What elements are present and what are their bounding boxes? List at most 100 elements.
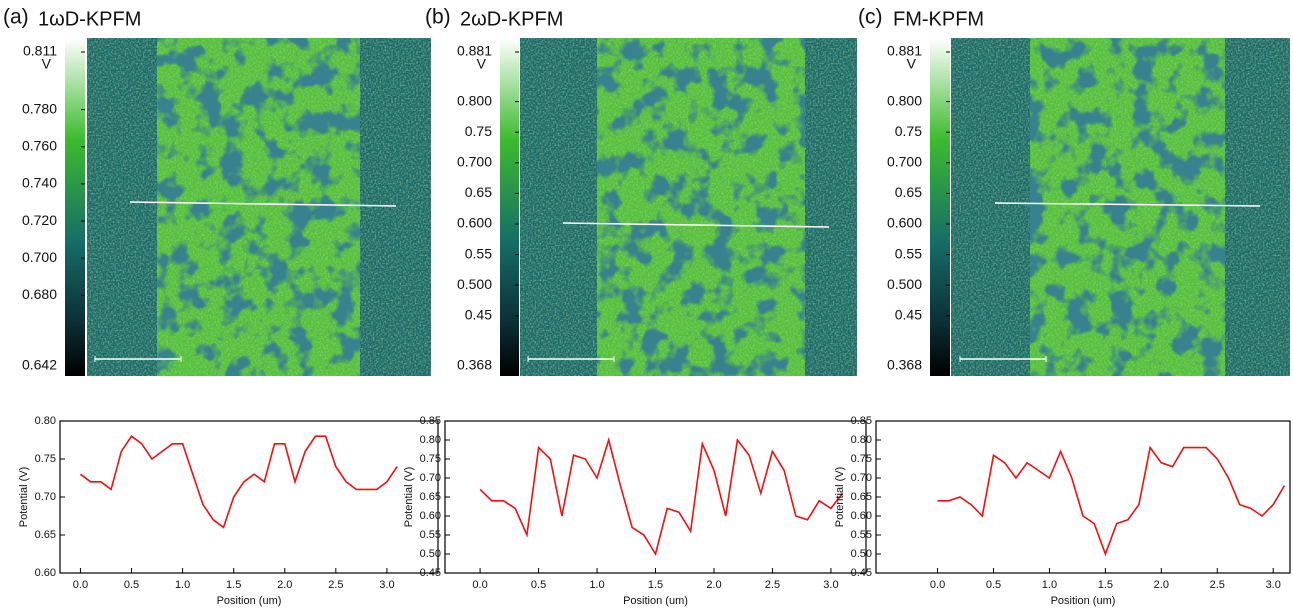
kpfm-image-domain-texture: [157, 38, 360, 376]
y-tick-label: 0.80: [35, 415, 56, 427]
colorbar-tick-label: 0.45: [465, 307, 492, 323]
x-tick-label: 2.0: [277, 579, 292, 591]
panel-title: FM-KPFM: [893, 8, 984, 30]
x-tick-label: 1.5: [648, 579, 663, 591]
colorbar-tick-label: 0.800: [457, 92, 492, 108]
x-axis-label: Position (um): [623, 595, 688, 607]
x-tick-label: 2.5: [765, 579, 780, 591]
colorbar-tick-label: 0.75: [465, 123, 492, 139]
y-axis-label: Potential (V): [403, 467, 415, 528]
y-tick-label: 0.65: [420, 491, 441, 503]
x-tick-label: 3.0: [823, 579, 838, 591]
x-axis-label: Position (um): [1051, 595, 1116, 607]
y-tick-label: 0.50: [420, 548, 441, 560]
colorbar-tick-label: 0.368: [457, 357, 492, 373]
colorbar-tick-label: 0.368: [887, 357, 922, 373]
profile-curve: [937, 445, 1286, 557]
panel-label: (c): [858, 6, 883, 29]
y-tick-label: 0.75: [851, 453, 872, 465]
colorbar: [65, 38, 85, 376]
colorbar-tick-label: 0.600: [457, 215, 492, 231]
profile-curve: [479, 437, 844, 557]
colorbar-tick-label: 0.720: [22, 212, 57, 228]
y-tick-label: 0.60: [420, 510, 441, 522]
profile-line: [994, 202, 1261, 207]
y-tick-label: 0.80: [851, 434, 872, 446]
x-tick-label: 0.5: [531, 579, 546, 591]
y-tick-label: 0.65: [35, 529, 56, 541]
colorbar-unit: V: [42, 56, 52, 72]
y-tick-label: 0.55: [851, 529, 872, 541]
x-tick-label: 0.0: [73, 579, 88, 591]
x-tick-label: 0.5: [986, 579, 1001, 591]
kpfm-image-domain-texture: [1030, 38, 1225, 376]
y-tick-label: 0.60: [851, 510, 872, 522]
colorbar-tick-label: 0.500: [457, 276, 492, 292]
x-tick-label: 2.5: [328, 579, 343, 591]
x-tick-label: 1.0: [1042, 579, 1057, 591]
y-tick-label: 0.85: [420, 415, 441, 427]
colorbar-tick-label: 0.700: [22, 249, 57, 265]
x-tick-label: 1.0: [589, 579, 604, 591]
x-tick-label: 2.5: [1210, 579, 1225, 591]
y-tick-label: 0.65: [851, 491, 872, 503]
colorbar-tick-label: 0.800: [887, 92, 922, 108]
colorbar-tick-label: 0.642: [22, 357, 57, 373]
colorbar-tick-label: 0.881: [887, 43, 922, 59]
profile-curve: [79, 435, 398, 529]
kpfm-image-domain-texture: [597, 38, 805, 376]
colorbar-tick-label: 0.700: [887, 153, 922, 169]
colorbar-unit: V: [907, 56, 917, 72]
colorbar-tick-label: 0.811: [23, 43, 57, 59]
y-tick-label: 0.70: [35, 491, 56, 503]
x-tick-label: 3.0: [1266, 579, 1281, 591]
colorbar-tick-label: 0.75: [895, 123, 922, 139]
x-tick-label: 0.0: [930, 579, 945, 591]
panel-title: 2ωD-KPFM: [460, 8, 563, 30]
y-tick-label: 0.55: [420, 529, 441, 541]
x-tick-label: 3.0: [379, 579, 394, 591]
colorbar: [930, 38, 950, 376]
colorbar-tick-label: 0.700: [457, 153, 492, 169]
y-tick-label: 0.45: [420, 567, 441, 579]
colorbar-tick-label: 0.600: [887, 215, 922, 231]
colorbar-tick-label: 0.780: [22, 100, 57, 116]
x-tick-label: 1.5: [226, 579, 241, 591]
y-tick-label: 0.45: [851, 567, 872, 579]
plot-frame: [444, 420, 867, 574]
colorbar-tick-label: 0.500: [887, 276, 922, 292]
x-tick-label: 1.5: [1098, 579, 1113, 591]
colorbar-tick-label: 0.45: [895, 307, 922, 323]
panel-label: (a): [3, 6, 29, 29]
colorbar-tick-label: 0.760: [22, 137, 57, 153]
profile-line: [562, 222, 830, 228]
x-axis-label: Position (um): [217, 595, 282, 607]
y-tick-label: 0.60: [35, 567, 56, 579]
x-tick-label: 0.5: [124, 579, 139, 591]
colorbar: [500, 38, 519, 376]
x-tick-label: 1.0: [175, 579, 190, 591]
panel-title: 1ωD-KPFM: [38, 8, 141, 30]
colorbar-tick-label: 0.881: [457, 43, 492, 59]
y-tick-label: 0.80: [420, 434, 441, 446]
x-tick-label: 2.0: [706, 579, 721, 591]
y-axis-label: Potential (V): [18, 467, 30, 528]
x-tick-label: 2.0: [1154, 579, 1169, 591]
y-tick-label: 0.85: [851, 415, 872, 427]
y-tick-label: 0.75: [35, 453, 56, 465]
colorbar-tick-label: 0.740: [22, 175, 57, 191]
x-tick-label: 0.0: [472, 579, 487, 591]
y-tick-label: 0.70: [420, 472, 441, 484]
colorbar-tick-label: 0.55: [895, 245, 922, 261]
plot-frame: [875, 420, 1291, 574]
colorbar-tick-label: 0.65: [465, 184, 492, 200]
colorbar-tick-label: 0.55: [465, 245, 492, 261]
y-tick-label: 0.75: [420, 453, 441, 465]
plot-frame: [59, 420, 439, 574]
y-tick-label: 0.50: [851, 548, 872, 560]
colorbar-unit: V: [477, 56, 487, 72]
colorbar-tick-label: 0.65: [895, 184, 922, 200]
y-axis-label: Potential (V): [834, 467, 846, 528]
